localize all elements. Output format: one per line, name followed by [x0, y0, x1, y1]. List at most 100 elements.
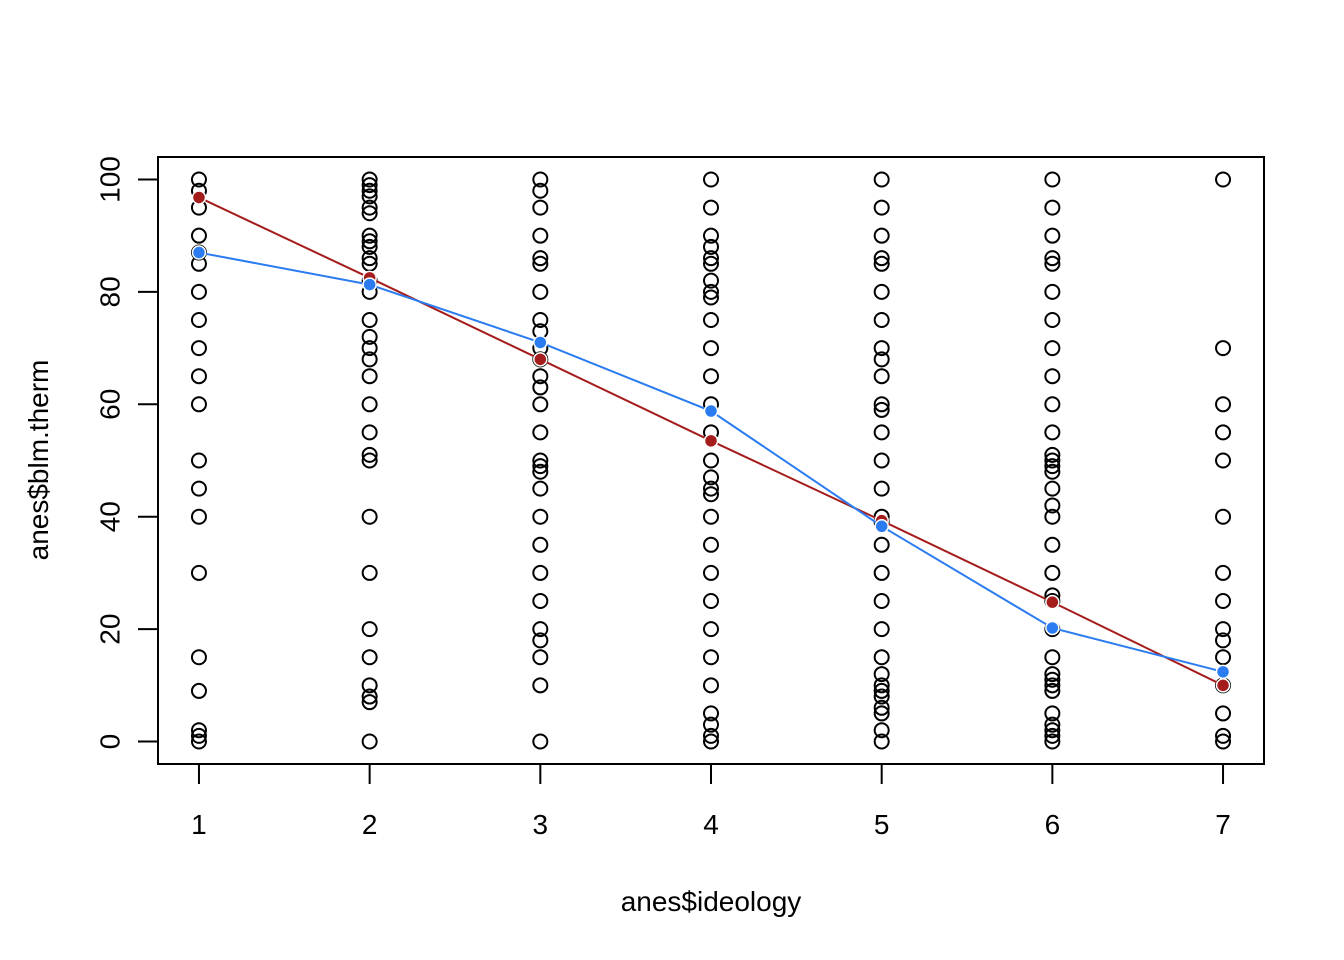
series-marker	[1215, 678, 1231, 693]
scatter-point	[1215, 564, 1232, 581]
scatter-point	[190, 396, 207, 413]
scatter-point	[703, 649, 719, 666]
scatter-point	[532, 480, 549, 497]
scatter-point	[1215, 649, 1232, 666]
scatter-point	[532, 396, 549, 413]
x-tick-label: 2	[362, 809, 378, 840]
scatter-point	[532, 182, 549, 199]
scatter-point	[1044, 424, 1061, 441]
scatter-point	[873, 733, 890, 750]
scatter-point	[703, 171, 719, 188]
x-tick-label: 3	[533, 809, 549, 840]
scatter-point	[703, 272, 719, 289]
scatter-point	[190, 227, 207, 244]
scatter-point	[532, 311, 549, 328]
scatter-point	[532, 250, 549, 267]
scatter-point	[873, 311, 890, 328]
y-tick-label: 80	[95, 276, 126, 307]
scatter-point	[361, 694, 378, 711]
scatter-point	[873, 227, 890, 244]
scatter-point	[1044, 480, 1061, 497]
scatter-point	[532, 171, 549, 188]
series-marker	[1045, 594, 1060, 610]
scatter-point	[873, 677, 890, 694]
scatter-point	[532, 508, 549, 525]
scatter-point	[1215, 593, 1232, 610]
scatter-point	[1215, 396, 1232, 413]
scatter-point	[1215, 705, 1232, 722]
scatter-point	[703, 593, 719, 610]
scatter-point	[873, 255, 890, 272]
x-axis-title: anes$ideology	[621, 886, 802, 917]
scatter-point	[703, 486, 719, 503]
scatter-point	[1044, 716, 1061, 733]
scatter-point	[361, 250, 378, 267]
scatter-point	[361, 564, 378, 581]
scatter-point	[873, 699, 890, 716]
scatter-point	[1044, 340, 1061, 357]
scatter-point	[361, 328, 378, 345]
scatter-point	[873, 705, 890, 722]
scatter-point	[532, 379, 549, 396]
scatter-point	[190, 649, 207, 666]
x-tick-label: 1	[191, 809, 207, 840]
scatter-point	[703, 227, 719, 244]
scatter-point	[532, 424, 549, 441]
series-marker	[703, 433, 719, 449]
scatter-point	[1044, 536, 1061, 553]
scatter-point	[361, 621, 378, 638]
scatter-point	[190, 368, 207, 385]
scatter-point	[1044, 722, 1061, 739]
series-marker	[191, 190, 207, 205]
scatter-point	[1215, 424, 1232, 441]
scatter-point	[1044, 283, 1061, 300]
scatter-point	[1215, 733, 1232, 750]
y-tick-label: 40	[95, 501, 126, 532]
scatter-point	[703, 250, 719, 267]
scatter-point	[532, 536, 549, 553]
scatter-point	[361, 508, 378, 525]
scatter-point	[1044, 255, 1061, 272]
scatter-point	[873, 340, 890, 357]
scatter-point	[703, 311, 719, 328]
scatter-point	[361, 171, 378, 188]
scatter-point	[703, 199, 719, 216]
scatter-point	[703, 508, 719, 525]
scatter-point	[1044, 458, 1061, 475]
scatter-point	[190, 727, 207, 744]
scatter-point	[873, 722, 890, 739]
scatter-point	[361, 733, 378, 750]
series-marker	[533, 335, 548, 350]
series-marker	[703, 403, 719, 419]
scatter-point	[1215, 632, 1232, 649]
scatter-point	[1044, 463, 1061, 480]
y-axis-title: anes$blm.therm	[23, 360, 54, 561]
scatter-point	[1044, 705, 1061, 722]
scatter-point	[190, 171, 207, 188]
scatter-point	[873, 401, 890, 418]
scatter-point	[1044, 446, 1061, 463]
scatter-point	[873, 283, 890, 300]
scatter-point	[873, 250, 890, 267]
scatter-point	[703, 705, 719, 722]
scatter-point	[1044, 171, 1061, 188]
scatter-point	[703, 621, 719, 638]
scatter-point	[1044, 452, 1061, 469]
scatter-point	[703, 340, 719, 357]
scatter-point	[361, 424, 378, 441]
scatter-point	[703, 368, 719, 385]
scatter-point	[532, 733, 549, 750]
scatter-point	[190, 682, 207, 699]
scatter-point	[532, 227, 549, 244]
scatter-point	[532, 458, 549, 475]
scatter-point	[1044, 396, 1061, 413]
scatter-point	[190, 733, 207, 750]
scatter-point	[361, 177, 378, 194]
scatter-point	[1215, 621, 1232, 638]
scatter-point	[532, 649, 549, 666]
scatter-point	[873, 649, 890, 666]
series-marker	[533, 352, 548, 367]
scatter-point	[873, 593, 890, 610]
scatter-point	[190, 311, 207, 328]
